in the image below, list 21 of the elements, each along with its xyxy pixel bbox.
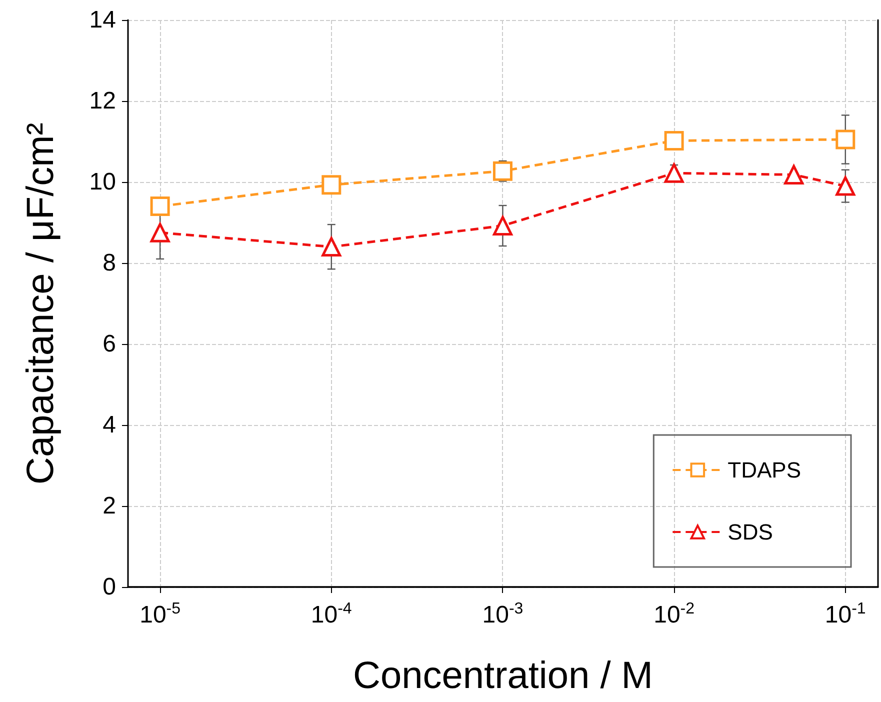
legend-label: SDS xyxy=(728,520,773,544)
y-tick-label: 8 xyxy=(102,250,116,276)
point xyxy=(664,163,684,183)
y-tick-label: 4 xyxy=(102,412,116,438)
point xyxy=(150,196,170,216)
y-tick-label: 6 xyxy=(102,330,116,358)
point xyxy=(492,216,512,236)
y-tick-label: 14 xyxy=(89,6,116,34)
y-tick-label: 2 xyxy=(102,492,116,520)
point xyxy=(322,237,342,257)
y-tick-label: 12 xyxy=(89,88,116,114)
point xyxy=(150,222,170,242)
y-tick-label: 10 xyxy=(89,168,116,196)
point xyxy=(322,175,342,195)
point xyxy=(492,161,512,181)
point xyxy=(664,130,684,150)
legend-label: TDAPS xyxy=(728,458,802,482)
y-tick-label: 0 xyxy=(102,574,116,600)
x-axis-title: Concentration / M xyxy=(353,655,653,697)
point xyxy=(836,130,856,150)
y-axis-title: Capacitance / μF/cm² xyxy=(20,122,62,484)
